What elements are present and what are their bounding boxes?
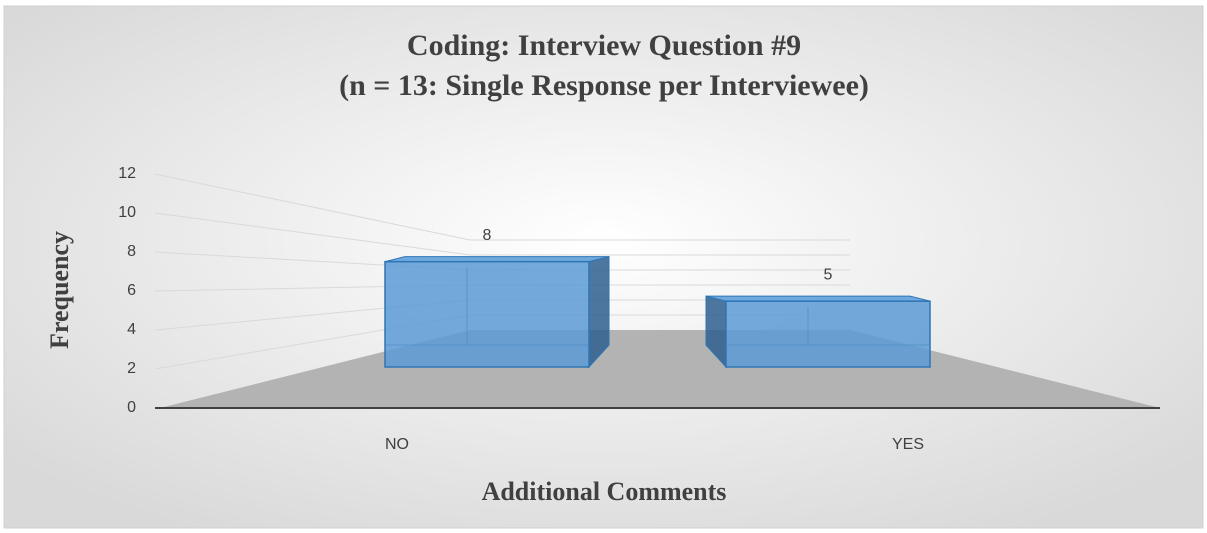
chart-title: Coding: Interview Question #9 [407, 29, 801, 62]
x-axis-label: Additional Comments [482, 477, 727, 506]
grid-line [154, 173, 850, 241]
x-tick-label: YES [892, 436, 924, 453]
grid-line [154, 212, 850, 256]
x-tick-label: NO [385, 436, 409, 453]
y-tick-label: 2 [127, 360, 136, 377]
data-label: 5 [824, 266, 833, 283]
y-tick-label: 0 [127, 399, 136, 416]
y-tick-label: 12 [118, 165, 136, 182]
y-tick-label: 4 [127, 321, 136, 338]
data-label: 8 [483, 227, 492, 244]
y-tick-label: 8 [127, 243, 136, 260]
y-tick-label: 6 [127, 282, 136, 299]
y-tick-label: 10 [118, 204, 136, 221]
bar [725, 300, 931, 368]
bar [384, 260, 590, 368]
y-axis-label: Frequency [45, 231, 74, 349]
chart-subtitle: (n = 13: Single Response per Interviewee… [339, 69, 869, 102]
